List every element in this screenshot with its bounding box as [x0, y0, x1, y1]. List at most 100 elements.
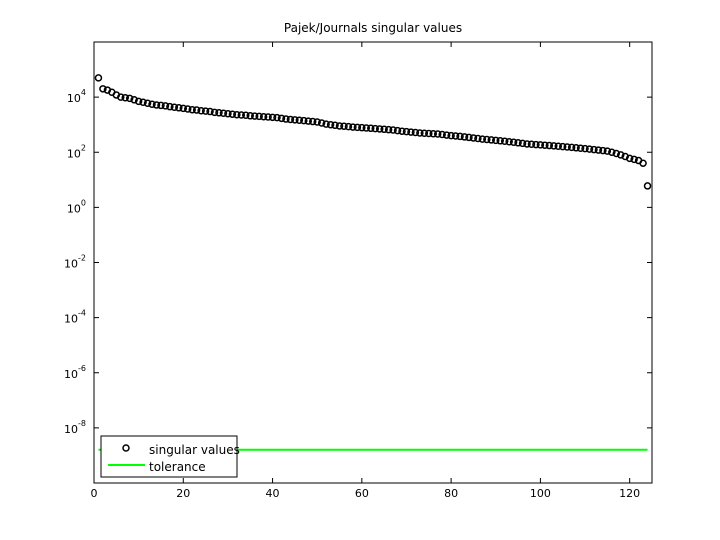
singular-value-point: [268, 113, 277, 122]
singular-value-point: [509, 138, 518, 147]
singular-value-point: [393, 126, 402, 135]
x-axis-ticks: 0 20 40 60 80 100 120: [91, 42, 640, 500]
singular-value-point: [313, 118, 321, 126]
chart-title: Pajek/Journals singular values: [284, 21, 462, 35]
singular-value-point: [121, 93, 129, 102]
x-tick-label: 80: [444, 487, 458, 500]
singular-value-point: [416, 129, 424, 137]
singular-value-point: [130, 96, 138, 104]
x-tick-label: 60: [355, 487, 369, 500]
singular-value-point: [219, 109, 228, 117]
singular-value-point: [612, 149, 621, 158]
singular-value-point: [492, 136, 500, 145]
singular-value-point: [353, 123, 362, 132]
y-tick-label: 100: [67, 198, 86, 215]
singular-value-point: [166, 102, 174, 111]
singular-value-point: [541, 141, 549, 149]
singular-value-point: [518, 139, 527, 148]
singular-value-point: [532, 140, 540, 149]
x-tick-label: 100: [530, 487, 551, 500]
singular-value-point: [117, 93, 125, 101]
singular-value-point: [469, 134, 478, 142]
singular-value-point: [590, 145, 598, 154]
singular-value-point: [451, 132, 460, 140]
singular-value-point: [384, 125, 393, 134]
singular-value-point: [210, 108, 219, 117]
singular-value-point: [474, 134, 482, 143]
singular-value-point: [99, 85, 107, 93]
singular-value-point: [411, 128, 420, 137]
singular-value-point: [340, 122, 348, 130]
singular-value-point: [237, 111, 246, 119]
y-tick-label: 102: [67, 143, 86, 160]
singular-value-point: [487, 136, 496, 144]
singular-value-point: [594, 146, 603, 154]
y-tick-label: 10-2: [64, 254, 86, 271]
singular-value-point: [192, 106, 201, 114]
singular-value-point: [326, 120, 335, 129]
singular-value-point: [233, 110, 241, 119]
x-tick-label: 120: [619, 487, 640, 500]
singular-value-point: [206, 107, 214, 116]
singular-value-point: [358, 123, 366, 132]
singular-value-point: [460, 133, 469, 141]
singular-value-point: [483, 135, 491, 144]
x-tick-label: 40: [266, 487, 280, 500]
singular-value-point: [215, 109, 223, 117]
singular-value-point: [621, 152, 629, 161]
legend-label-singular-values: singular values: [149, 443, 240, 457]
singular-value-point: [500, 137, 509, 146]
singular-value-point: [402, 127, 411, 136]
y-tick-label: 10-8: [64, 419, 86, 436]
singular-value-point: [259, 112, 268, 121]
singular-value-point: [389, 126, 397, 134]
singular-value-point: [572, 144, 580, 152]
singular-value-point: [630, 155, 638, 164]
singular-value-point: [246, 112, 254, 120]
singular-value-point: [608, 148, 616, 156]
singular-value-point: [625, 154, 634, 163]
singular-value-point: [367, 124, 375, 133]
singular-value-point: [523, 140, 531, 148]
singular-value-point: [429, 129, 438, 138]
singular-value-point: [349, 123, 357, 131]
singular-value-point: [380, 125, 388, 134]
singular-value-point: [125, 94, 134, 103]
singular-value-point: [371, 124, 379, 133]
legend-box: [100, 435, 238, 478]
singular-value-point: [599, 146, 607, 155]
singular-value-point: [170, 103, 179, 111]
singular-value-point: [585, 145, 594, 153]
singular-value-point: [224, 109, 232, 118]
singular-value-point: [442, 131, 451, 139]
singular-value-point: [433, 130, 442, 138]
singular-value-point: [317, 119, 326, 127]
singular-value-point: [362, 124, 371, 132]
singular-value-point: [152, 101, 161, 109]
singular-value-point: [201, 107, 210, 115]
singular-value-point: [286, 115, 295, 124]
singular-value-point: [134, 97, 143, 106]
singular-value-point: [554, 142, 563, 151]
x-tick-label: 0: [91, 487, 98, 500]
x-tick-label: 20: [176, 487, 190, 500]
singular-value-point: [250, 112, 259, 120]
singular-value-point: [643, 182, 652, 190]
singular-value-point: [545, 141, 554, 150]
singular-value-point: [465, 133, 473, 142]
singular-value-point: [188, 105, 196, 114]
singular-value-point: [581, 144, 589, 153]
singular-value-point: [183, 105, 192, 113]
singular-value-point: [576, 144, 585, 152]
singular-value-point: [478, 135, 487, 143]
singular-value-point: [527, 140, 536, 149]
singular-value-point: [514, 139, 522, 147]
singular-value-point: [308, 117, 317, 126]
singular-value-point: [322, 120, 330, 128]
singular-value-point: [505, 138, 513, 146]
singular-value-point: [447, 131, 455, 140]
singular-value-point: [603, 147, 612, 155]
singular-value-point: [300, 116, 308, 125]
singular-value-point: [295, 116, 304, 124]
singular-value-point: [563, 143, 571, 151]
